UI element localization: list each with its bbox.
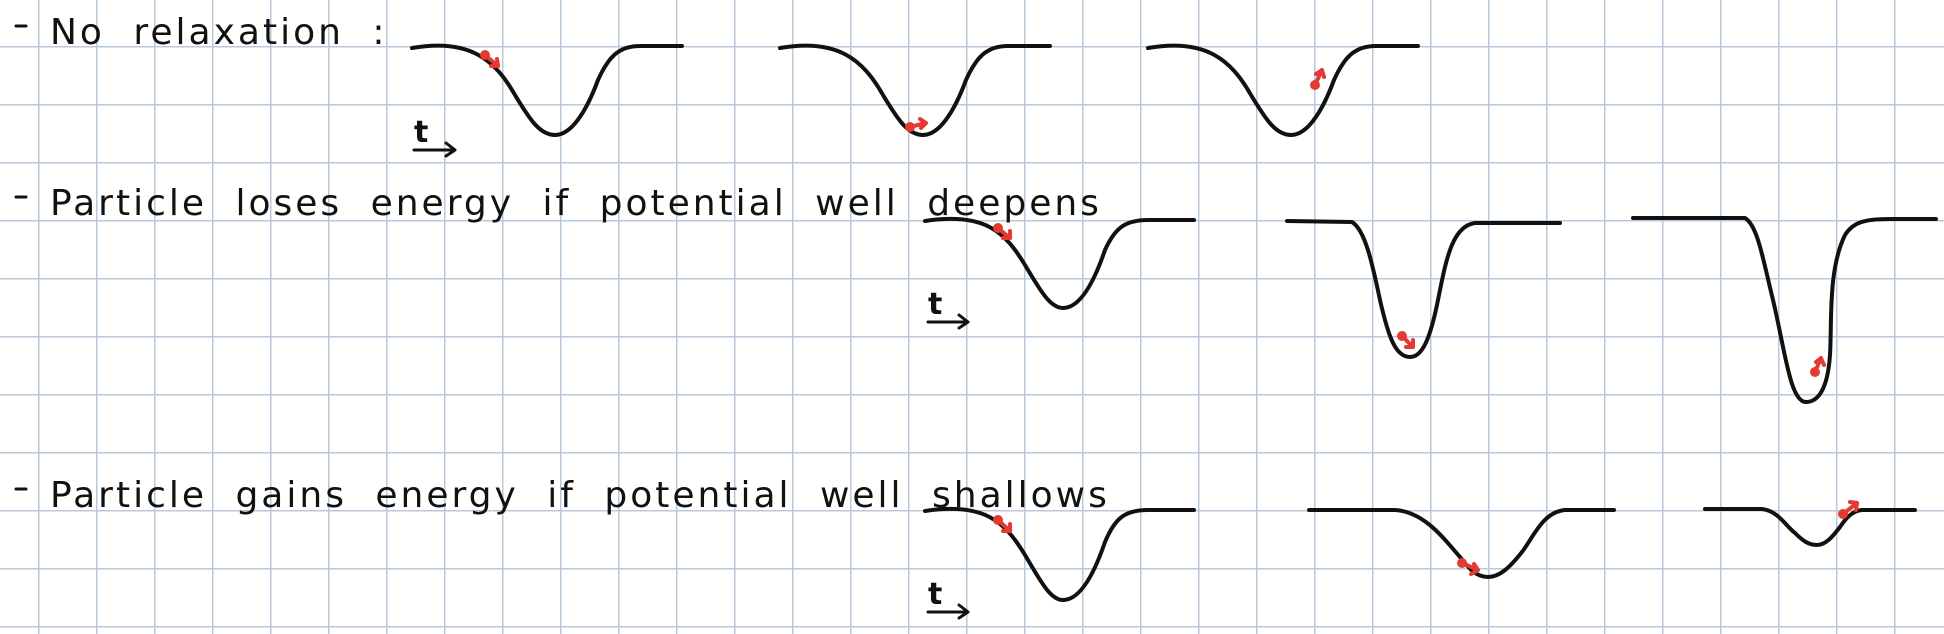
potential-well [1703,507,1917,547]
potential-well [778,43,1052,137]
particle [1810,356,1826,377]
particle [1457,558,1480,576]
particle-arrow-icon [1313,68,1326,87]
particle-arrow-icon [1841,500,1859,516]
particle [993,515,1012,533]
time-arrow-icon [926,603,970,620]
time-label: t [928,287,942,322]
time-arrow-icon [412,141,457,158]
particle-arrow-icon [908,117,928,130]
particle-arrow-icon [996,518,1012,533]
row-label: Particle loses energy if potential well … [50,183,1102,224]
particle-arrow-icon [1400,334,1415,349]
potential-well [1307,508,1616,579]
potential-well [923,506,1196,602]
time-arrow-icon [926,313,970,330]
particle-arrow-icon [483,53,500,68]
potential-well [410,43,684,137]
particle [1397,331,1415,349]
particle [1838,500,1859,519]
particle [1310,68,1326,90]
potential-well [923,216,1196,310]
time-label: t [414,115,428,150]
time-label: t [928,577,942,612]
row-shallowing-well: Particle gains energy if potential well … [14,475,1917,620]
particle-arrow-icon [1813,356,1826,374]
particle [480,50,500,68]
row-deepening-well: Particle loses energy if potential well … [14,183,1938,404]
potential-well [1146,43,1420,137]
potential-well [1285,219,1562,359]
time-axis: t [926,287,970,330]
particle-arrow-icon [996,226,1012,240]
particle-arrow-icon [1460,561,1480,576]
time-axis: t [926,577,970,620]
row-no-relaxation: No relaxation : t [14,12,1420,158]
time-axis: t [412,115,457,158]
particle [993,223,1012,240]
row-label: No relaxation : [50,12,388,53]
particle [905,117,928,132]
potential-well [1631,216,1938,404]
